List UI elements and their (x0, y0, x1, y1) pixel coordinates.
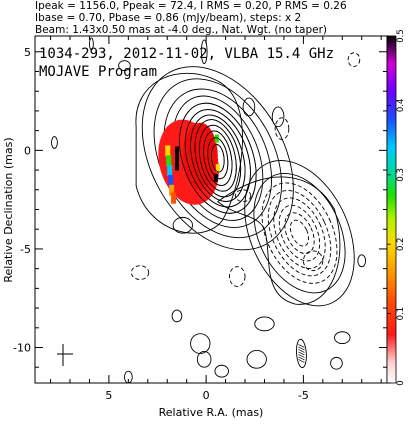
jet-contour (267, 190, 332, 277)
polarization-edge-pixel (165, 145, 171, 157)
beam-hatch (298, 354, 305, 358)
isolated-contour (124, 370, 133, 384)
y-axis-label: Relative Declination (mas) (2, 137, 15, 282)
isolated-contour (214, 364, 229, 378)
isolated-contour (271, 106, 285, 128)
colorbar (386, 35, 397, 384)
colorbar-tick-label: 0.4 (396, 99, 406, 113)
core-contour-overlay (203, 130, 233, 186)
core-contour-overlay (194, 119, 242, 198)
colorbar-tick-label: 0.5 (396, 29, 406, 43)
axis-ticks: 5 0 -5 5 0 -5 -10 (13, 36, 387, 402)
isolated-contour (357, 254, 367, 268)
polarization-edge-pixel (213, 173, 218, 182)
x-tick-label: -5 (298, 389, 309, 402)
beam-ellipse (296, 338, 307, 369)
isolated-contour (302, 250, 324, 272)
isolated-contour (234, 189, 252, 203)
core-contour-overlay (207, 137, 229, 180)
y-tick-label: 0 (24, 144, 31, 157)
beam-hatch (298, 346, 305, 351)
isolated-contour (200, 39, 208, 65)
jet-contour (284, 212, 315, 254)
isolated-contour (196, 351, 212, 368)
extended-emission-contour (217, 176, 341, 305)
colorbar-tick-label: 0.1 (396, 307, 406, 321)
isolated-contour (246, 350, 267, 369)
polarization-edge-pixel (169, 184, 175, 196)
polarization-peak-pixel (175, 146, 180, 171)
colorbar-tick-label: 0.3 (396, 168, 406, 182)
y-tick-label: -10 (13, 342, 31, 355)
x-tick-label: 0 (203, 389, 210, 402)
jet-contour (273, 197, 326, 269)
colorbar-tick-label: 0.2 (396, 237, 406, 251)
core-contour-overlay (190, 114, 246, 202)
isolated-contour (130, 265, 150, 280)
core-contour-overlay (198, 124, 237, 192)
core-contour-overlay (211, 144, 225, 173)
stats-line-2: Ibase = 0.70, Pbase = 0.86 (mJy/beam), s… (35, 12, 301, 24)
isolated-contour (51, 136, 58, 149)
polarization-edge-pixel (168, 174, 174, 186)
isolated-contour (254, 316, 275, 332)
isolated-contour (172, 216, 193, 234)
x-axis-label: Relative R.A. (mas) (159, 406, 264, 419)
jet-contour (278, 204, 321, 262)
isolated-contour (171, 309, 183, 323)
polarized-core (182, 122, 218, 190)
colorbar-ticks: 0 0.1 0.2 0.3 0.4 0.5 (387, 29, 406, 386)
core-outer-contour (135, 72, 243, 234)
plot-frame (34, 35, 388, 384)
core-contour-overlay (179, 102, 257, 214)
beam-hatch (298, 351, 305, 356)
polarization-edge-pixel (171, 192, 177, 204)
beam-hatch (298, 356, 305, 361)
y-tick-label: -5 (20, 243, 31, 256)
isolated-contour (330, 356, 343, 370)
plot-subtitle: MOJAVE Program (39, 64, 157, 80)
isolated-contour (229, 266, 246, 287)
jet-contour (261, 182, 338, 284)
beam-hatch (298, 349, 305, 353)
x-tick-label: 5 (105, 389, 112, 402)
isolated-contour (89, 37, 94, 51)
y-tick-label: 5 (24, 46, 31, 59)
jet-contour (289, 219, 310, 247)
isolated-contour (334, 331, 351, 345)
scale-cross-marker (57, 344, 73, 366)
core-contour-overlay (184, 109, 251, 208)
beam-hatch (298, 344, 305, 348)
beam-hatch (298, 359, 305, 363)
isolated-contour (118, 60, 131, 71)
plot-title: 1034-293, 2012-11-02, VLBA 15.4 GHz (39, 46, 334, 62)
colorbar-tick-label: 0 (396, 380, 406, 385)
isolated-contour (242, 97, 256, 117)
polarization-edge-pixel (215, 164, 220, 173)
beam-outline (296, 338, 307, 369)
polarization-edge-pixel (214, 134, 219, 143)
isolated-contour (347, 52, 361, 68)
polarization-intensity-layer (158, 102, 257, 214)
beam-line: Beam: 1.43x0.50 mas at -4.0 deg., Nat. W… (35, 24, 327, 36)
polarization-edge-pixel (167, 165, 173, 177)
polarization-edge-pixel (166, 155, 172, 167)
isolated-contour (274, 117, 290, 140)
jet-contour (244, 160, 355, 307)
stats-line-1: Ipeak = 1156.0, Ppeak = 72.4, I RMS = 0.… (35, 0, 347, 12)
